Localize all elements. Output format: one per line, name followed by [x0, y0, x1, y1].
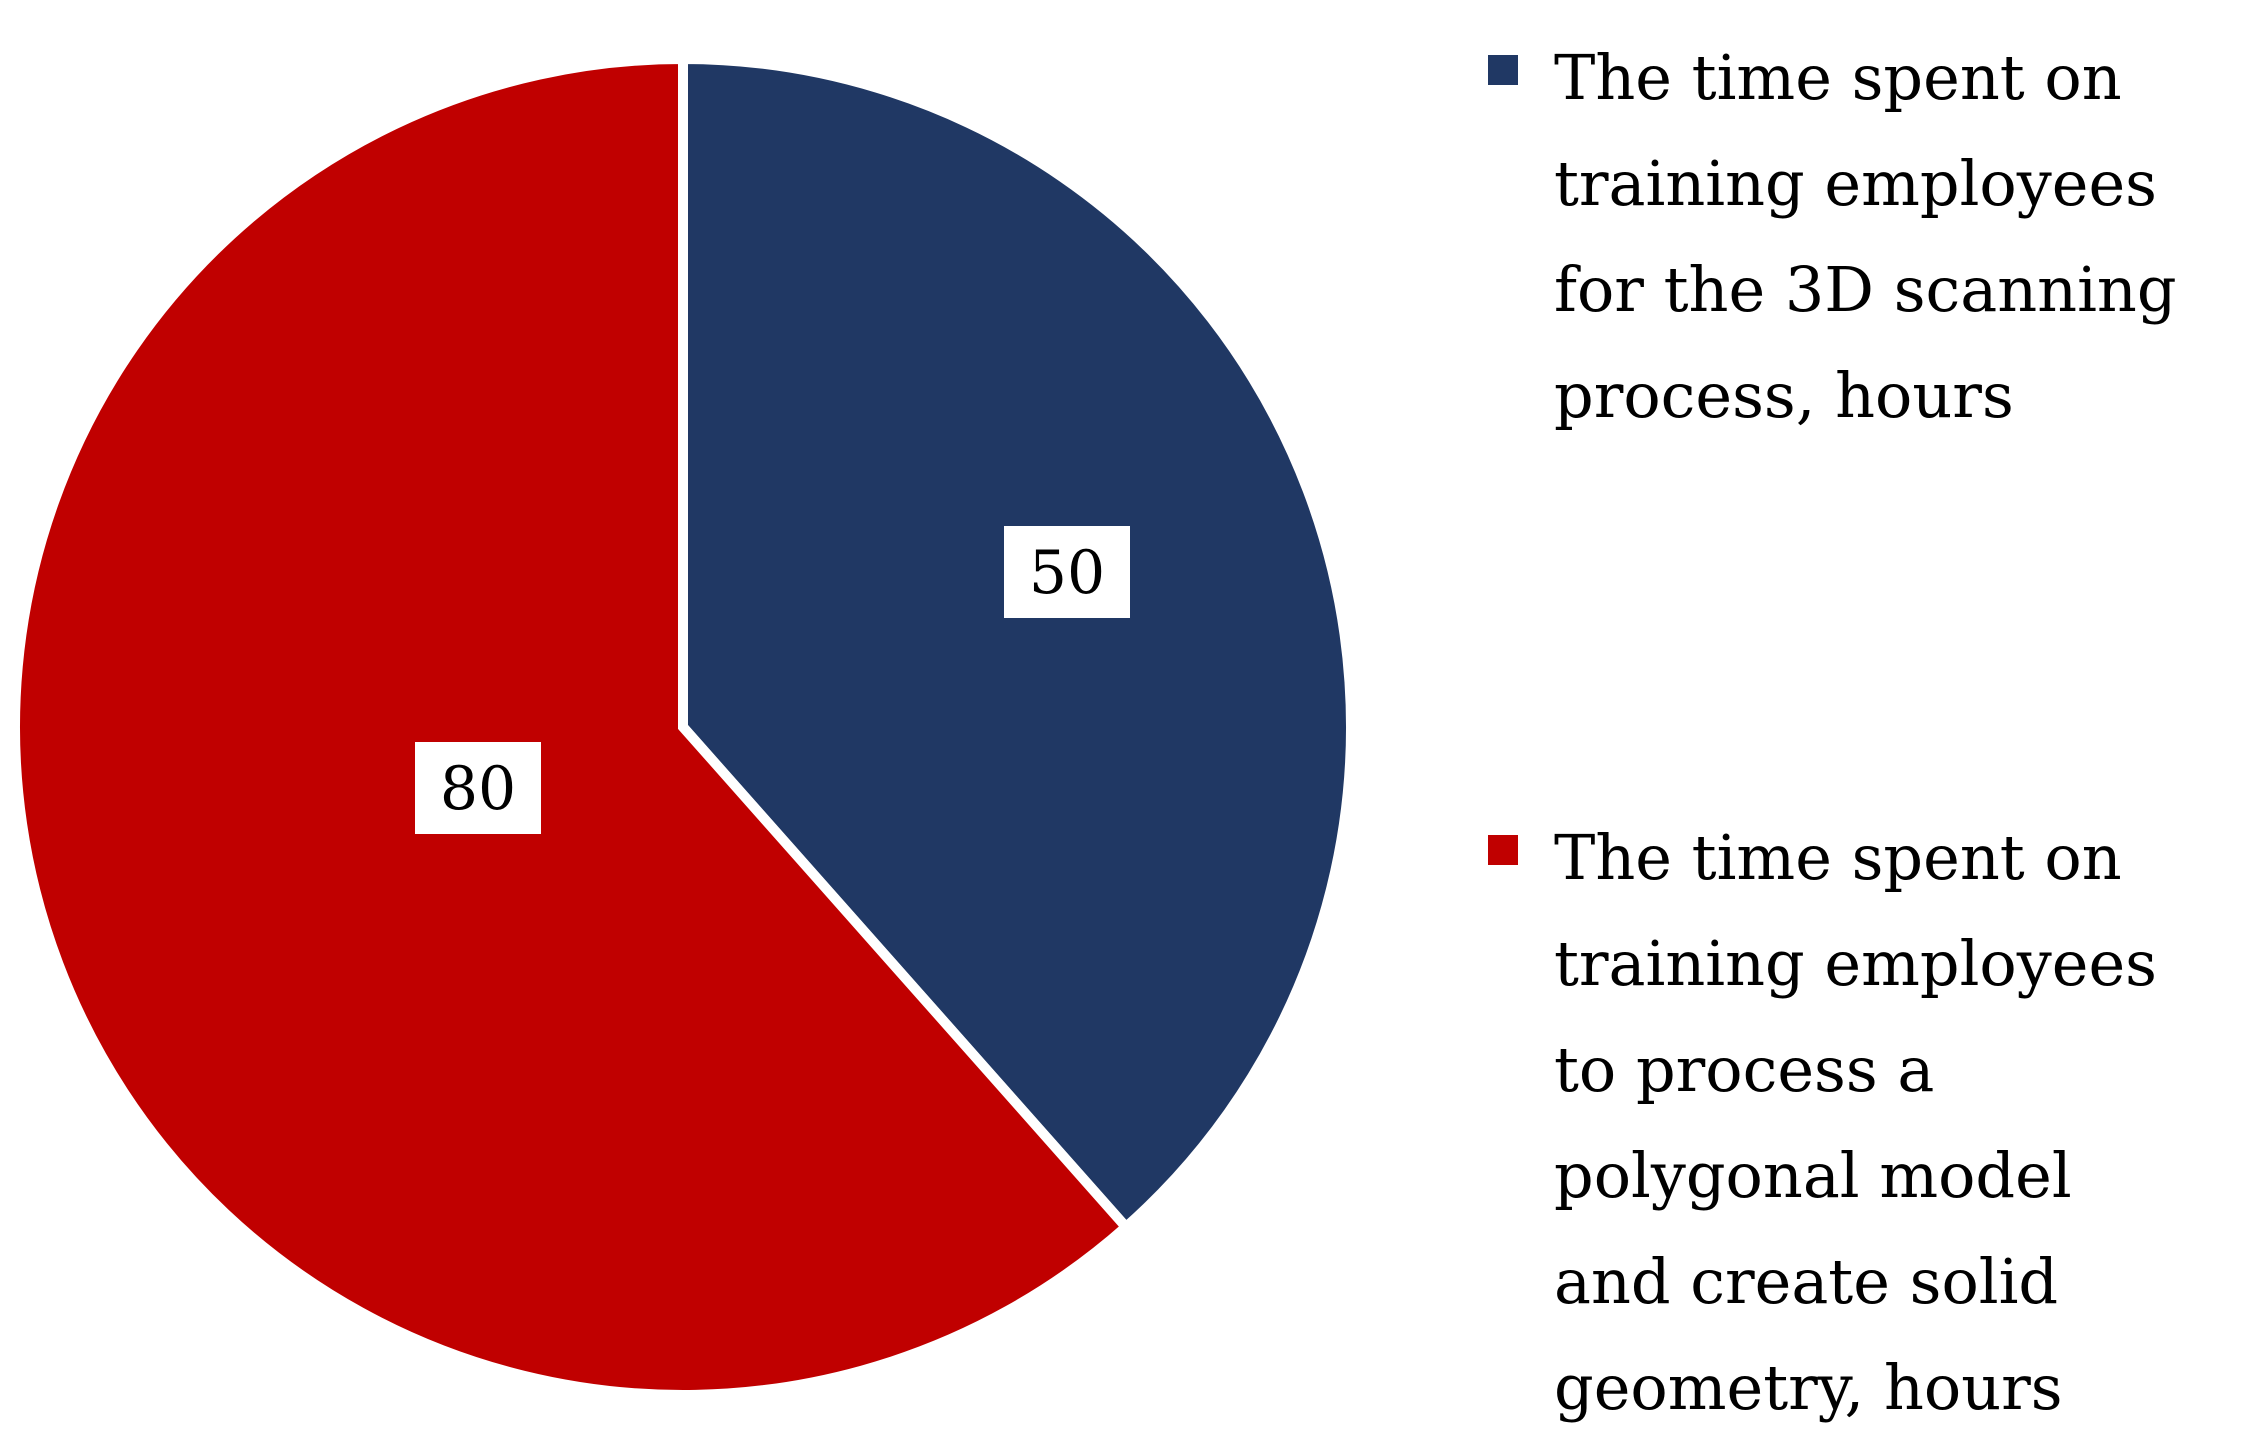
- pie-slice-0: [678, 53, 1356, 1235]
- data-label-text-1: 80: [440, 754, 516, 824]
- data-label-1: 80: [415, 742, 541, 834]
- chart-legend: The time spent on training employees for…: [1488, 0, 2249, 1455]
- pie-data-labels: 50 80: [415, 526, 1130, 834]
- legend-swatch-3d-scanning: [1488, 55, 1518, 85]
- data-label-0: 50: [1004, 526, 1130, 618]
- legend-swatch-polygonal-model: [1488, 835, 1518, 865]
- pie-slice-1: [10, 53, 1134, 1400]
- data-label-text-0: 50: [1029, 538, 1105, 608]
- legend-label-polygonal-model: The time spent on training employees to …: [1554, 821, 2157, 1424]
- pie-chart: 50 80: [10, 53, 1356, 1400]
- data-label-box-1: [415, 742, 541, 834]
- pie-slices: [10, 53, 1356, 1400]
- legend-label-3d-scanning: The time spent on training employees for…: [1554, 41, 2177, 432]
- data-label-box-0: [1004, 526, 1130, 618]
